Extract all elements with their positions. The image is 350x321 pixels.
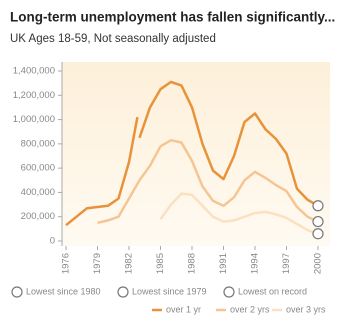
x-tick-label: 1988 xyxy=(187,253,198,274)
end-marker xyxy=(312,200,324,212)
y-tick-label: 1,200,000 xyxy=(13,90,55,101)
note-legend-marker xyxy=(11,286,23,298)
y-tick-label: 0 xyxy=(50,236,55,247)
y-tick-label: 400,000 xyxy=(21,187,55,198)
series-line xyxy=(65,80,319,227)
series-line xyxy=(97,138,319,225)
x-tick-label: 1985 xyxy=(155,253,166,274)
legend-label: over 2 yrs xyxy=(230,304,270,314)
x-tick-label: 1982 xyxy=(124,253,135,274)
x-tick-label: 1976 xyxy=(61,253,72,274)
chart-title: Long-term unemployment has fallen signif… xyxy=(10,10,335,25)
chart-subtitle: UK Ages 18-59, Not seasonally adjusted xyxy=(10,33,216,45)
note-legend-marker xyxy=(223,286,235,298)
series-line xyxy=(159,192,319,235)
legend-label: over 1 yr xyxy=(166,304,201,314)
x-tick-label: 1979 xyxy=(92,253,103,274)
note-legend-label: Lowest since 1980 xyxy=(26,286,101,296)
x-tick-label: 2000 xyxy=(313,253,324,274)
y-tick-label: 1,400,000 xyxy=(13,66,55,77)
end-marker xyxy=(312,228,324,240)
x-tick-label: 1994 xyxy=(250,253,261,274)
y-tick-label: 800,000 xyxy=(21,138,55,149)
note-legend-label: Lowest since 1979 xyxy=(132,286,207,296)
y-tick-label: 200,000 xyxy=(21,211,55,222)
y-tick-label: 600,000 xyxy=(21,163,55,174)
note-legend-label: Lowest on record xyxy=(238,286,307,296)
x-tick-label: 1997 xyxy=(281,253,292,274)
y-tick-label: 1,000,000 xyxy=(13,114,55,125)
end-marker xyxy=(312,215,324,228)
note-legend-marker xyxy=(117,286,129,298)
x-tick-label: 1991 xyxy=(218,253,229,274)
legend-label: over 3 yrs xyxy=(286,304,326,314)
